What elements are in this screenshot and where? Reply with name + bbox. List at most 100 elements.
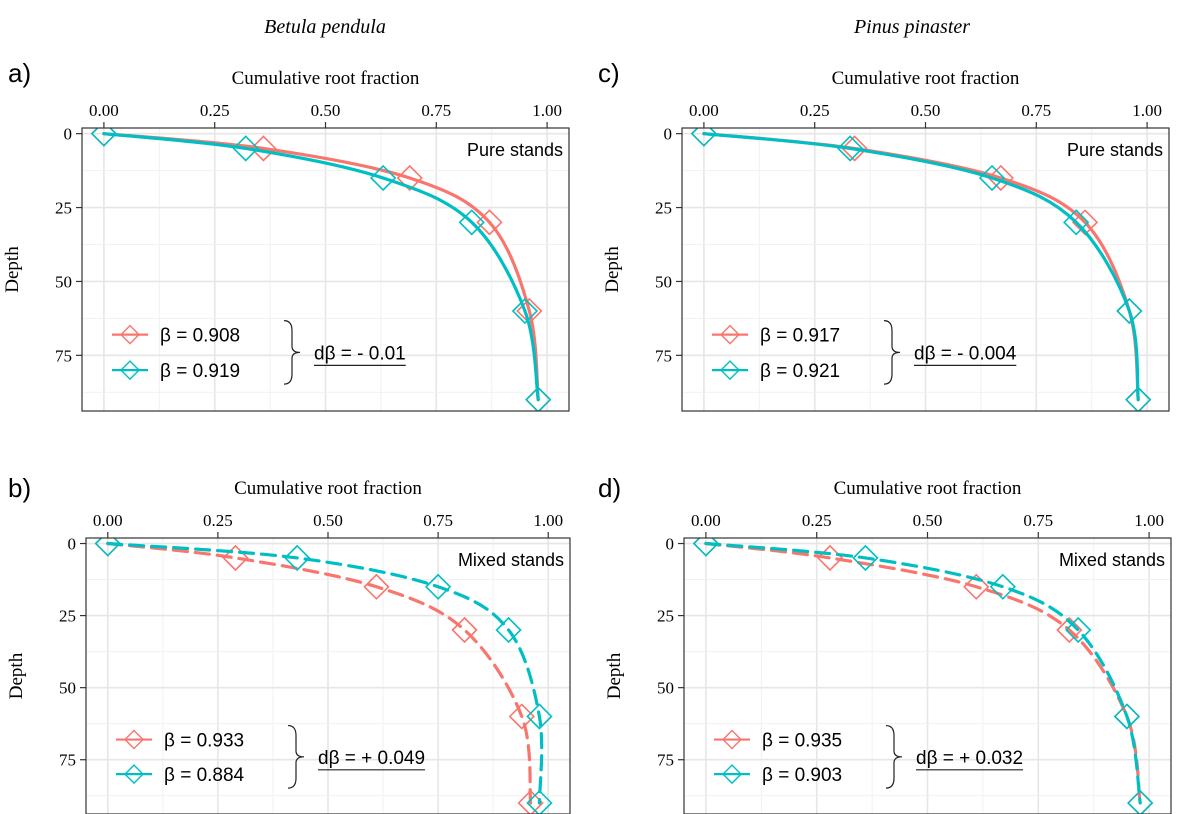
x-tick-label: 0.75: [1023, 511, 1053, 530]
grid: [684, 538, 1171, 814]
legend-key-marker-2: [720, 360, 740, 381]
y-tick-label: 0: [64, 125, 73, 144]
series-line-1: [106, 541, 533, 805]
plot-border: [81, 127, 570, 412]
plot-border: [85, 537, 571, 814]
x-axis-label: Cumulative root fraction: [232, 68, 420, 89]
x-tick-label: 0.25: [200, 101, 230, 120]
series-line-2: [702, 132, 1140, 402]
legend-key-marker-1: [120, 324, 140, 345]
x-axis-label: Cumulative root fraction: [834, 478, 1022, 499]
y-tick-label: 75: [655, 346, 672, 365]
data-point-marker-2: [525, 386, 552, 411]
panel-label: c): [598, 58, 620, 88]
y-tick-label: 0: [68, 535, 77, 554]
grid: [682, 128, 1169, 411]
data-point-marker-2: [692, 538, 720, 557]
y-tick-label: 50: [59, 679, 76, 698]
plot-area: [690, 128, 1152, 411]
legend-key-marker-2: [722, 764, 742, 785]
data-point-marker-2: [1063, 209, 1090, 236]
x-tick-label: 0.25: [800, 101, 830, 120]
legend-label-1: β = 0.908: [160, 326, 240, 347]
y-axis-label: Depth: [604, 652, 625, 699]
data-point-marker-1: [451, 616, 478, 644]
plot-border: [681, 127, 1170, 412]
plot-area: [692, 538, 1154, 814]
legend-key-marker-2: [124, 764, 144, 785]
panel-label: d): [598, 473, 621, 503]
y-tick-label: 0: [664, 125, 673, 144]
x-tick-label: 0.75: [421, 101, 451, 120]
legend-key-marker-1: [720, 324, 740, 345]
delta-beta-label: dβ = - 0.004: [914, 343, 1017, 364]
chart-panel-c: c) Cumulative root fraction Depth 0.00 0.25 0…: [598, 58, 1170, 412]
x-tick-label: 0.00: [93, 511, 123, 530]
x-axis-label: Cumulative root fraction: [234, 478, 422, 499]
legend-key-marker-1: [722, 729, 742, 750]
stand-annotation: Pure stands: [467, 140, 563, 160]
y-tick-label: 75: [657, 751, 674, 770]
grid: [82, 128, 569, 411]
data-point-marker-1: [508, 703, 535, 730]
legend-label-2: β = 0.884: [164, 765, 245, 786]
series-line-1: [704, 541, 1142, 805]
data-point-marker-2: [90, 128, 118, 147]
legend-label-2: β = 0.903: [762, 765, 842, 786]
data-point-marker-2: [1116, 297, 1143, 325]
series-line-1: [102, 132, 540, 402]
legend-label-2: β = 0.919: [160, 361, 240, 382]
y-tick-label: 25: [657, 607, 674, 626]
legend-key-marker-1: [124, 729, 144, 750]
y-tick-label: 50: [657, 679, 674, 698]
x-axis-label: Cumulative root fraction: [832, 68, 1020, 89]
chart-panel-a: a) Cumulative root fraction Depth 0.00 0.25 0…: [2, 58, 570, 412]
x-tick-label: 0.50: [311, 101, 341, 120]
data-point-marker-2: [1065, 616, 1092, 644]
panels: a) Cumulative root fraction Depth 0.00 0.25 0…: [2, 58, 1172, 814]
data-point-marker-1: [987, 164, 1014, 192]
y-tick-label: 50: [55, 272, 72, 291]
panel-label: a): [8, 58, 31, 88]
chart-panel-d: d) Cumulative root fraction Depth 0.00 0.25 0…: [598, 473, 1172, 814]
y-tick-label: 0: [666, 535, 675, 554]
x-tick-label: 0.75: [1021, 101, 1051, 120]
y-tick-label: 75: [59, 751, 76, 770]
delta-beta-label: dβ = + 0.032: [916, 748, 1023, 769]
legend-brace: [287, 724, 305, 789]
data-point-marker-1: [250, 135, 277, 162]
delta-beta-label: dβ = - 0.01: [314, 343, 406, 364]
x-tick-label: 0.00: [689, 101, 719, 120]
data-point-marker-2: [852, 544, 879, 572]
plot-area: [90, 128, 552, 411]
data-point-marker-2: [369, 164, 397, 192]
data-point-marker-2: [526, 789, 553, 814]
x-tick-label: 1.00: [1132, 101, 1162, 120]
y-axis-label: Depth: [6, 652, 27, 699]
series-line-2: [106, 541, 544, 805]
y-tick-label: 25: [59, 607, 76, 626]
data-point-marker-2: [232, 135, 259, 162]
data-point-marker-2: [837, 135, 864, 162]
x-tick-label: 0.50: [911, 101, 941, 120]
data-point-marker-1: [1071, 209, 1099, 236]
grid: [86, 538, 570, 814]
legend-label-1: β = 0.935: [762, 731, 842, 752]
legend-label-2: β = 0.921: [760, 361, 840, 382]
column-title-pinus: Pinus pinaster: [853, 16, 970, 38]
stand-annotation: Mixed stands: [1059, 550, 1165, 570]
legend-brace: [883, 320, 901, 385]
column-title-betula: Betula pendula: [264, 16, 386, 38]
x-tick-label: 1.00: [1134, 511, 1164, 530]
plot-area: [94, 538, 553, 814]
y-tick-label: 50: [655, 272, 672, 291]
data-point-marker-1: [476, 209, 503, 236]
data-point-marker-1: [963, 573, 990, 600]
x-tick-label: 0.75: [423, 511, 453, 530]
x-tick-label: 1.00: [533, 511, 563, 530]
data-point-marker-2: [284, 544, 311, 572]
data-point-marker-2: [495, 616, 522, 644]
x-tick-label: 0.50: [313, 511, 343, 530]
x-tick-label: 0.25: [802, 511, 832, 530]
